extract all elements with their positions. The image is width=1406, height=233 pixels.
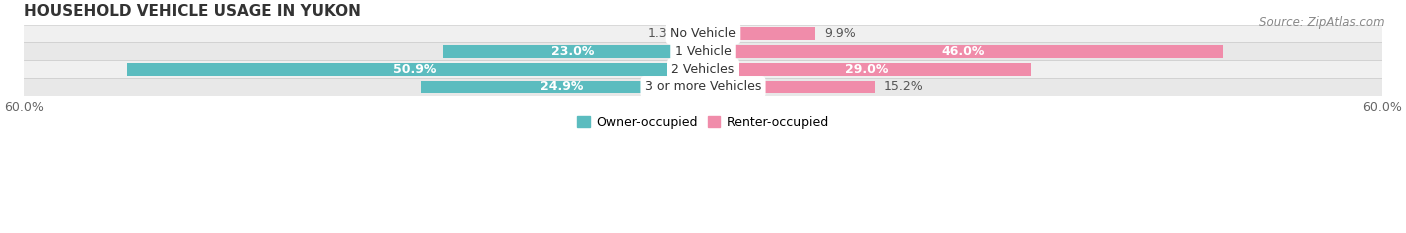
Text: 46.0%: 46.0%: [942, 45, 986, 58]
Bar: [703, 81, 875, 93]
Bar: [703, 45, 1223, 58]
Text: Source: ZipAtlas.com: Source: ZipAtlas.com: [1260, 16, 1385, 29]
Bar: [24, 60, 1382, 78]
Bar: [24, 78, 1382, 96]
Text: 24.9%: 24.9%: [540, 80, 583, 93]
Bar: [443, 45, 703, 58]
Text: No Vehicle: No Vehicle: [671, 27, 735, 40]
Text: 29.0%: 29.0%: [845, 63, 889, 76]
Text: HOUSEHOLD VEHICLE USAGE IN YUKON: HOUSEHOLD VEHICLE USAGE IN YUKON: [24, 4, 361, 19]
Text: 50.9%: 50.9%: [394, 63, 437, 76]
Text: 9.9%: 9.9%: [824, 27, 856, 40]
Text: 1.3%: 1.3%: [648, 27, 679, 40]
Text: 3 or more Vehicles: 3 or more Vehicles: [645, 80, 761, 93]
Text: 15.2%: 15.2%: [884, 80, 924, 93]
Bar: [127, 63, 703, 75]
Bar: [24, 42, 1382, 60]
Bar: [24, 24, 1382, 42]
Bar: [703, 63, 1031, 75]
Text: 1 Vehicle: 1 Vehicle: [675, 45, 731, 58]
Bar: [422, 81, 703, 93]
Bar: [703, 27, 815, 40]
Text: 2 Vehicles: 2 Vehicles: [672, 63, 734, 76]
Legend: Owner-occupied, Renter-occupied: Owner-occupied, Renter-occupied: [572, 111, 834, 134]
Bar: [689, 27, 703, 40]
Text: 23.0%: 23.0%: [551, 45, 595, 58]
